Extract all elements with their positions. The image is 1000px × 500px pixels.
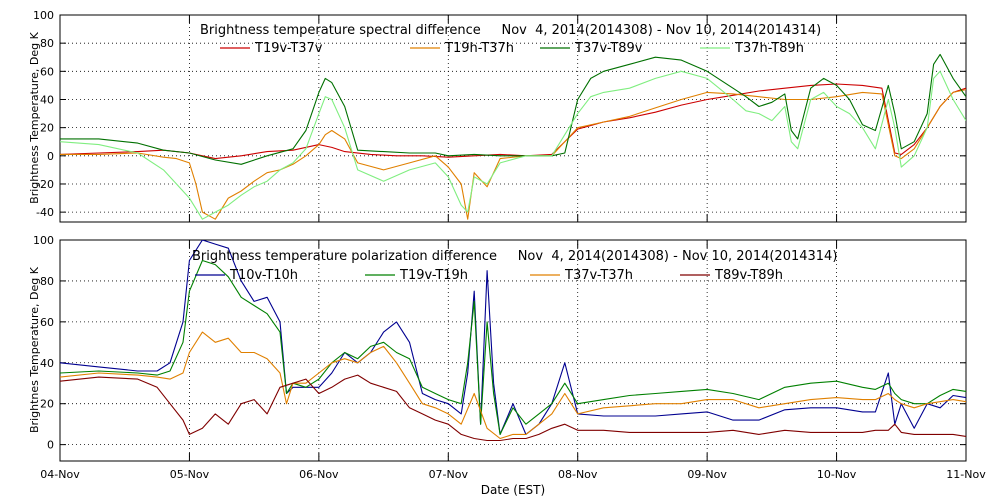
y-axis-label: Brightness Temperature, Deg K <box>28 31 41 203</box>
x-tick-label: 09-Nov <box>687 468 727 481</box>
y-tick-label: 0 <box>47 150 54 163</box>
series-line-T19v-T19h <box>60 259 966 435</box>
y-tick-label: 60 <box>40 65 54 78</box>
x-tick-label: 10-Nov <box>817 468 857 481</box>
x-tick-label: 11-Nov <box>946 468 986 481</box>
legend-label: T19v-T37v <box>254 41 323 56</box>
y-tick-label: 100 <box>33 234 54 247</box>
chart-title: Brightness temperature polarization diff… <box>192 249 837 264</box>
plot-frame <box>59 239 967 462</box>
y-tick-label: 0 <box>47 439 54 452</box>
x-tick-label: 08-Nov <box>558 468 598 481</box>
legend: T10v-T10h T19v-T19h T37v-T37h T89v-T89h <box>195 268 783 283</box>
legend-label: T89v-T89h <box>714 268 783 283</box>
y-axis-label: Brightnes Temperature, Deg K <box>28 266 41 433</box>
legend-label: T10v-T10h <box>229 268 298 283</box>
polarization-difference-panel: 0 20 40 60 80 100 Brightness temperature pola… <box>28 234 967 462</box>
chart-title: Brightness temperature spectral differen… <box>200 23 821 38</box>
series-line-T10v-T10h <box>60 240 966 435</box>
legend-label: T19v-T19h <box>399 268 468 283</box>
x-tick-label: 06-Nov <box>299 468 339 481</box>
y-tick-label: 80 <box>40 275 54 288</box>
x-axis-label: Date (EST) <box>481 483 545 497</box>
series-line-T37h-T89h <box>60 70 966 220</box>
y-tick-labels: -40 -20 0 20 40 60 80 100 <box>33 9 54 219</box>
series-line-T37v-T37h <box>60 331 966 440</box>
y-tick-label: 40 <box>40 93 54 106</box>
y-tick-label: 100 <box>33 9 54 22</box>
legend: T19v-T37v T19h-T37h T37v-T89v T37h-T89h <box>220 41 804 56</box>
series-lines <box>60 240 966 442</box>
y-tick-label: 40 <box>40 357 54 370</box>
series-line-T89v-T89h <box>60 374 966 442</box>
legend-label: T37v-T37h <box>564 268 633 283</box>
x-tick-label: 05-Nov <box>170 468 210 481</box>
legend-label: T37v-T89v <box>574 41 643 56</box>
y-tick-label: -20 <box>36 178 54 191</box>
spectral-difference-panel: -40 -20 0 20 40 60 80 100 Brightness temperatur… <box>28 9 967 223</box>
y-tick-label: 80 <box>40 37 54 50</box>
x-tick-labels: 04-Nov 05-Nov 06-Nov 07-Nov 08-Nov 09-Nov 10-N… <box>40 468 986 481</box>
x-tick-marks <box>59 15 967 222</box>
y-tick-label: 20 <box>40 398 54 411</box>
x-tick-label: 07-Nov <box>429 468 469 481</box>
y-tick-label: -40 <box>36 206 54 219</box>
grid <box>60 239 966 461</box>
series-lines <box>60 53 966 220</box>
x-tick-label: 04-Nov <box>40 468 80 481</box>
y-tick-label: 20 <box>40 122 54 135</box>
legend-label: T19h-T37h <box>444 41 514 56</box>
series-line-T37v-T89v <box>60 53 966 165</box>
legend-label: T37h-T89h <box>734 41 804 56</box>
series-line-T19v-T37v <box>60 83 966 160</box>
y-tick-label: 60 <box>40 316 54 329</box>
x-tick-marks <box>59 240 967 461</box>
y-tick-labels: 0 20 40 60 80 100 <box>33 234 54 452</box>
